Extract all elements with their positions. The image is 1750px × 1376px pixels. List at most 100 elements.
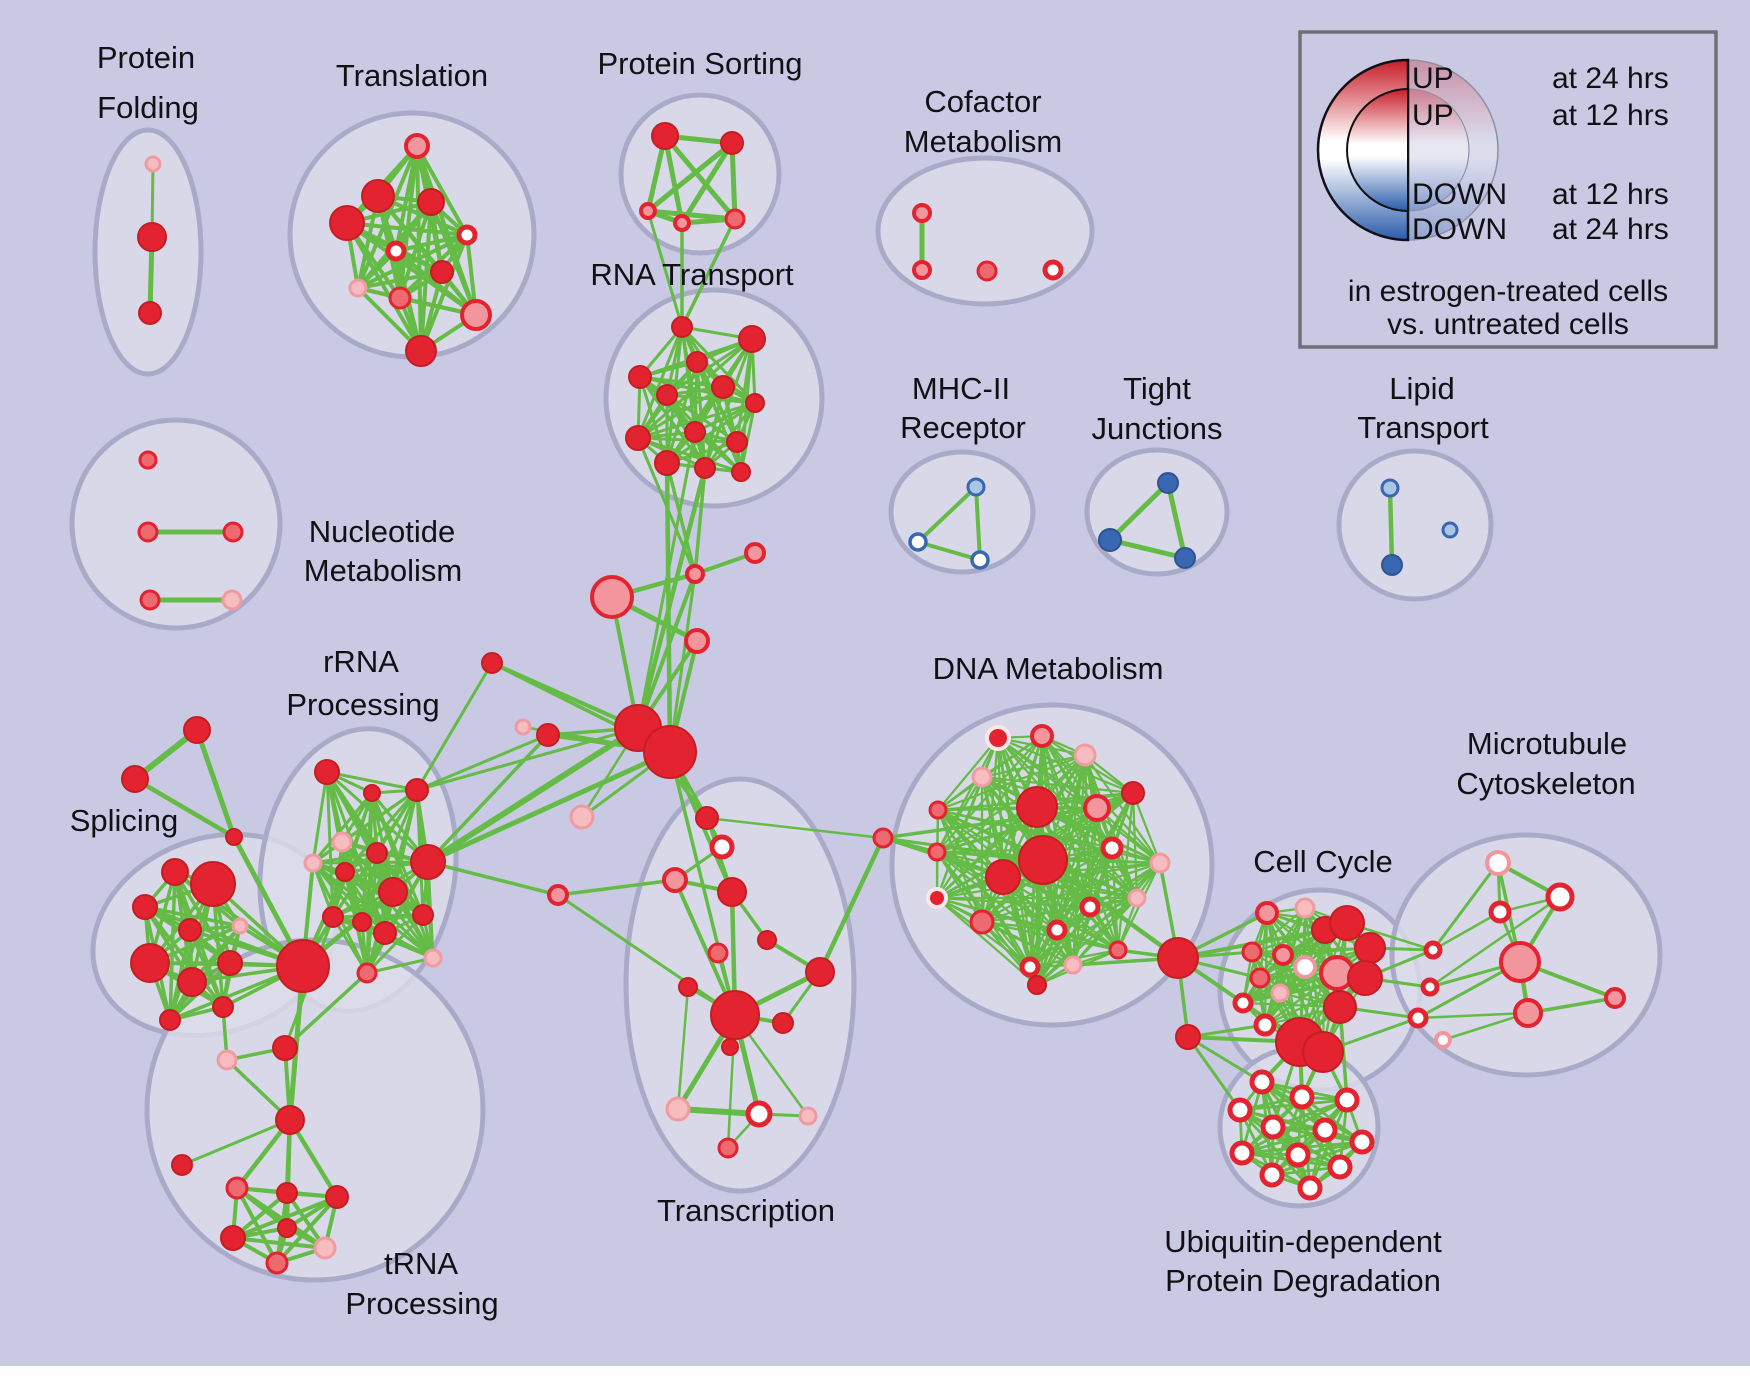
gene-node[interactable]: [695, 806, 719, 830]
gene-node[interactable]: [717, 877, 747, 907]
gene-node[interactable]: [1127, 888, 1147, 908]
gene-node[interactable]: [1302, 1031, 1344, 1073]
gene-node[interactable]: [1046, 919, 1068, 941]
gene-node[interactable]: [805, 957, 835, 987]
gene-node[interactable]: [673, 214, 691, 232]
gene-node[interactable]: [177, 967, 207, 997]
gene-node[interactable]: [363, 784, 381, 802]
gene-node[interactable]: [412, 904, 434, 926]
gene-node[interactable]: [1294, 897, 1316, 919]
gene-node[interactable]: [178, 918, 202, 942]
gene-node[interactable]: [183, 716, 211, 744]
gene-node[interactable]: [121, 765, 149, 793]
gene-node[interactable]: [745, 393, 765, 413]
gene-node[interactable]: [352, 912, 372, 932]
gene-node[interactable]: [912, 203, 932, 223]
gene-node[interactable]: [654, 450, 680, 476]
gene-node[interactable]: [1149, 852, 1171, 874]
gene-node[interactable]: [138, 301, 162, 325]
gene-node[interactable]: [757, 930, 777, 950]
gene-node[interactable]: [685, 564, 705, 584]
gene-node[interactable]: [272, 1035, 298, 1061]
gene-node[interactable]: [1513, 998, 1543, 1028]
gene-node[interactable]: [1285, 1142, 1311, 1168]
gene-node[interactable]: [1253, 1013, 1277, 1037]
gene-node[interactable]: [1381, 554, 1403, 576]
gene-node[interactable]: [1604, 987, 1626, 1009]
gene-node[interactable]: [378, 877, 408, 907]
gene-node[interactable]: [1027, 975, 1047, 995]
gene-node[interactable]: [971, 766, 993, 788]
gene-node[interactable]: [686, 351, 708, 373]
gene-node[interactable]: [985, 859, 1021, 895]
gene-node[interactable]: [405, 778, 429, 802]
gene-node[interactable]: [927, 842, 947, 862]
gene-node[interactable]: [1259, 1162, 1285, 1188]
gene-node[interactable]: [684, 628, 710, 654]
gene-node[interactable]: [1434, 1031, 1452, 1049]
gene-node[interactable]: [1249, 967, 1271, 989]
gene-node[interactable]: [1079, 896, 1101, 918]
gene-node[interactable]: [966, 477, 986, 497]
gene-node[interactable]: [1488, 900, 1512, 924]
gene-node[interactable]: [217, 950, 243, 976]
gene-node[interactable]: [643, 725, 697, 779]
gene-node[interactable]: [220, 1225, 246, 1251]
gene-node[interactable]: [969, 909, 995, 935]
gene-node[interactable]: [678, 977, 698, 997]
gene-node[interactable]: [130, 943, 170, 983]
gene-node[interactable]: [481, 652, 503, 674]
gene-node[interactable]: [1073, 743, 1097, 767]
gene-node[interactable]: [976, 260, 998, 282]
gene-node[interactable]: [303, 853, 323, 873]
gene-node[interactable]: [547, 884, 569, 906]
gene-node[interactable]: [1334, 1087, 1360, 1113]
gene-node[interactable]: [1420, 977, 1440, 997]
gene-node[interactable]: [970, 550, 990, 570]
gene-node[interactable]: [985, 725, 1011, 751]
gene-node[interactable]: [222, 521, 244, 543]
gene-node[interactable]: [1270, 983, 1290, 1003]
gene-node[interactable]: [1098, 528, 1122, 552]
gene-node[interactable]: [331, 831, 353, 853]
gene-node[interactable]: [366, 842, 388, 864]
gene-node[interactable]: [277, 1218, 297, 1238]
gene-node[interactable]: [221, 589, 243, 611]
gene-node[interactable]: [1016, 786, 1058, 828]
gene-node[interactable]: [1249, 1069, 1275, 1095]
gene-node[interactable]: [430, 260, 454, 284]
gene-node[interactable]: [314, 759, 340, 785]
gene-node[interactable]: [1174, 547, 1196, 569]
gene-node[interactable]: [726, 431, 748, 453]
gene-node[interactable]: [651, 122, 679, 150]
gene-node[interactable]: [721, 1038, 739, 1056]
gene-node[interactable]: [1441, 521, 1459, 539]
gene-node[interactable]: [138, 450, 158, 470]
gene-node[interactable]: [625, 425, 651, 451]
gene-node[interactable]: [872, 827, 894, 849]
gene-node[interactable]: [745, 1100, 773, 1128]
gene-node[interactable]: [225, 828, 243, 846]
gene-node[interactable]: [1347, 960, 1383, 996]
gene-node[interactable]: [1229, 1140, 1255, 1166]
gene-node[interactable]: [684, 421, 706, 443]
gene-node[interactable]: [137, 521, 159, 543]
gene-node[interactable]: [1312, 1117, 1338, 1143]
gene-node[interactable]: [798, 1106, 818, 1126]
gene-node[interactable]: [720, 131, 744, 155]
gene-node[interactable]: [404, 133, 430, 159]
gene-node[interactable]: [373, 921, 397, 945]
gene-node[interactable]: [159, 1009, 181, 1031]
gene-node[interactable]: [1297, 1175, 1323, 1201]
gene-node[interactable]: [928, 800, 948, 820]
gene-node[interactable]: [265, 1251, 289, 1275]
gene-node[interactable]: [1407, 1007, 1429, 1029]
gene-node[interactable]: [1329, 905, 1365, 941]
gene-node[interactable]: [388, 286, 412, 310]
gene-node[interactable]: [1227, 1097, 1253, 1123]
gene-node[interactable]: [1100, 836, 1124, 860]
gene-node[interactable]: [276, 939, 330, 993]
gene-node[interactable]: [738, 325, 766, 353]
gene-node[interactable]: [216, 1049, 238, 1071]
gene-node[interactable]: [1327, 1154, 1353, 1180]
